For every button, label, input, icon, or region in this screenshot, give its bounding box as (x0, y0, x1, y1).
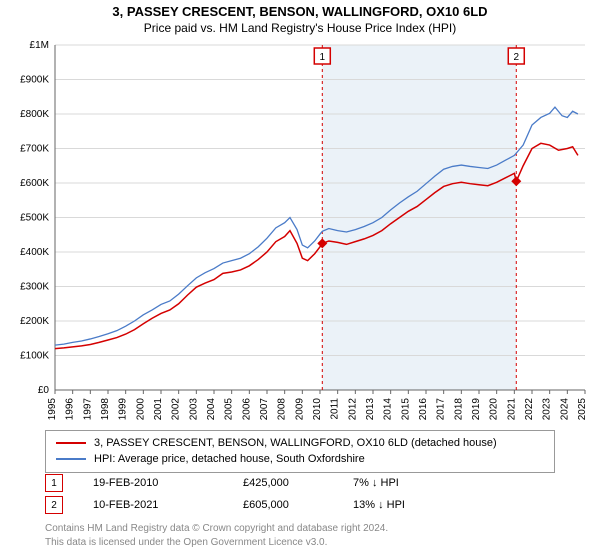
chart-area: £0 £100K £200K £300K £400K £500K £600K £700K £80… (0, 40, 600, 425)
y-tick-label: £200K (20, 316, 49, 327)
y-tick-label: £300K (20, 282, 49, 293)
marker-tag: 1 (45, 474, 63, 492)
footer-line1: Contains HM Land Registry data © Crown c… (45, 522, 388, 536)
legend-label: HPI: Average price, detached house, Sout… (94, 453, 365, 465)
marker-pct: 7% ↓ HPI (353, 477, 473, 489)
x-tick-label: 2014 (383, 398, 394, 421)
chart-container: 3, PASSEY CRESCENT, BENSON, WALLINGFORD,… (0, 0, 600, 560)
x-tick-label: 1995 (47, 398, 58, 421)
marker-table: 1 19-FEB-2010£425,0007% ↓ HPI 2 10-FEB-2021… (45, 472, 473, 516)
x-tick-label: 2023 (542, 398, 553, 421)
title-main: 3, PASSEY CRESCENT, BENSON, WALLINGFORD,… (0, 0, 600, 19)
x-tick-label: 2005 (224, 398, 235, 421)
x-tick-label: 2018 (453, 398, 464, 421)
y-tick-label: £0 (38, 385, 50, 396)
y-tick-label: £400K (20, 247, 49, 258)
x-tick-label: 2015 (400, 398, 411, 421)
legend-row: HPI: Average price, detached house, Sout… (56, 451, 544, 467)
x-tick-label: 2017 (436, 398, 447, 421)
legend-box: 3, PASSEY CRESCENT, BENSON, WALLINGFORD,… (45, 430, 555, 473)
x-tick-label: 2006 (241, 398, 252, 421)
x-tick-label: 2007 (259, 398, 270, 421)
marker-tag-label: 1 (320, 52, 326, 63)
x-tick-label: 2004 (206, 398, 217, 421)
y-tick-label: £700K (20, 144, 49, 155)
marker-pct: 13% ↓ HPI (353, 499, 473, 511)
x-tick-label: 2002 (171, 398, 182, 421)
x-tick-label: 2016 (418, 398, 429, 421)
x-tick-label: 2010 (312, 398, 323, 421)
legend-row: 3, PASSEY CRESCENT, BENSON, WALLINGFORD,… (56, 435, 544, 451)
marker-tag: 2 (45, 496, 63, 514)
x-tick-label: 2000 (135, 398, 146, 421)
legend-swatch (56, 442, 86, 444)
marker-row: 2 10-FEB-2021£605,00013% ↓ HPI (45, 494, 473, 516)
x-tick-label: 2011 (330, 398, 341, 420)
x-tick-label: 2021 (506, 398, 517, 421)
marker-date: 19-FEB-2010 (93, 477, 243, 489)
marker-row: 1 19-FEB-2010£425,0007% ↓ HPI (45, 472, 473, 494)
x-tick-label: 2025 (577, 398, 588, 421)
marker-price: £605,000 (243, 499, 353, 511)
x-tick-label: 2024 (559, 398, 570, 421)
x-tick-label: 2012 (347, 398, 358, 421)
y-tick-label: £500K (20, 213, 49, 224)
x-tick-label: 1997 (82, 398, 93, 421)
x-tick-label: 2019 (471, 398, 482, 421)
x-tick-label: 2009 (294, 398, 305, 421)
footer-attribution: Contains HM Land Registry data © Crown c… (45, 522, 388, 549)
y-tick-label: £1M (30, 40, 49, 51)
x-tick-label: 2020 (489, 398, 500, 421)
x-tick-label: 2013 (365, 398, 376, 421)
y-tick-label: £900K (20, 75, 49, 86)
marker-price: £425,000 (243, 477, 353, 489)
x-tick-label: 1996 (65, 398, 76, 421)
marker-tag-label: 2 (513, 52, 519, 63)
x-tick-label: 2003 (188, 398, 199, 421)
x-tick-label: 2022 (524, 398, 535, 421)
x-tick-label: 2001 (153, 398, 164, 421)
x-tick-label: 1999 (118, 398, 129, 421)
marker-date: 10-FEB-2021 (93, 499, 243, 511)
title-sub: Price paid vs. HM Land Registry's House … (0, 19, 600, 35)
y-tick-label: £800K (20, 109, 49, 120)
y-tick-label: £600K (20, 178, 49, 189)
footer-line2: This data is licensed under the Open Gov… (45, 536, 388, 550)
y-tick-label: £100K (20, 351, 49, 362)
x-tick-label: 1998 (100, 398, 111, 421)
chart-svg: £0 £100K £200K £300K £400K £500K £600K £700K £80… (0, 40, 600, 425)
legend-swatch (56, 458, 86, 460)
legend-label: 3, PASSEY CRESCENT, BENSON, WALLINGFORD,… (94, 437, 497, 449)
x-tick-label: 2008 (277, 398, 288, 421)
